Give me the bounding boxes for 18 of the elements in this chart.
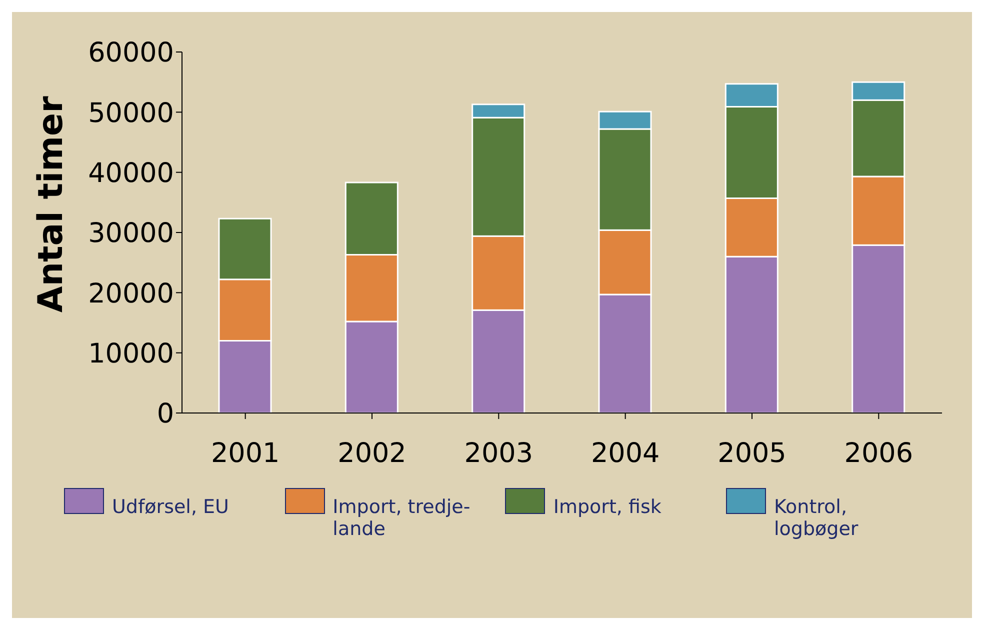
x-tick-label: 2003 <box>464 438 534 470</box>
legend-label: Import, fisk <box>553 496 662 518</box>
y-tick-label: 20000 <box>88 278 174 310</box>
y-tick-label: 50000 <box>88 98 174 129</box>
x-tick-label: 2006 <box>844 438 914 470</box>
x-tick-label: 2005 <box>718 438 786 470</box>
y-tick-label: 40000 <box>88 158 174 189</box>
x-tick-label: 2001 <box>210 438 280 470</box>
y-axis-title: Antal timer <box>31 96 72 312</box>
y-tick-label: 60000 <box>88 38 174 69</box>
y-tick-label: 0 <box>156 398 174 430</box>
legend-label: Import, tredje-lande <box>332 496 472 540</box>
x-tick-label: 2002 <box>338 438 406 470</box>
x-tick-label: 2004 <box>590 438 660 470</box>
y-tick-label: 10000 <box>88 338 174 370</box>
legend-label: Kontrol, logbøger <box>774 496 860 540</box>
legend-label: Udførsel, EU <box>112 496 230 518</box>
y-tick-label: 30000 <box>88 218 174 250</box>
